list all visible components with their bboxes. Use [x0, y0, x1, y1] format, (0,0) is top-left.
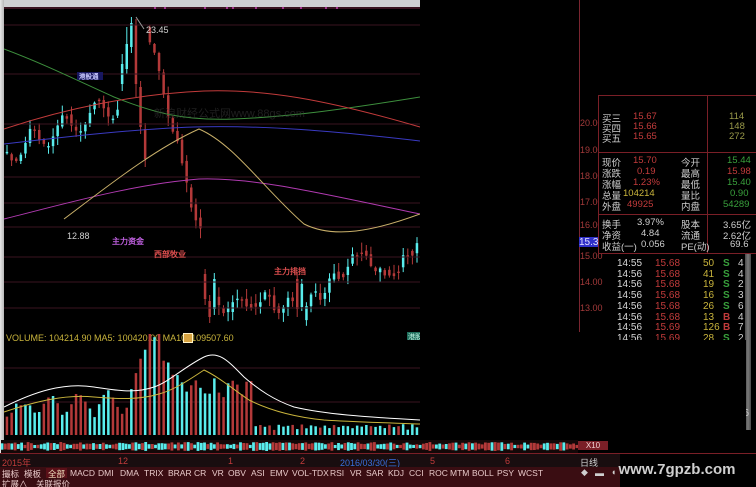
- svg-text:23.45: 23.45: [146, 25, 169, 35]
- svg-text:港股通: 港股通: [79, 72, 99, 81]
- svg-text:12.88: 12.88: [67, 231, 90, 241]
- svg-text:新浪财经公式网www.88gs.com: 新浪财经公式网www.88gs.com: [154, 106, 305, 120]
- svg-text:主力排挡: 主力排挡: [274, 266, 306, 276]
- svg-text:主力资金: 主力资金: [112, 236, 145, 246]
- svg-text:西部牧业: 西部牧业: [154, 249, 186, 259]
